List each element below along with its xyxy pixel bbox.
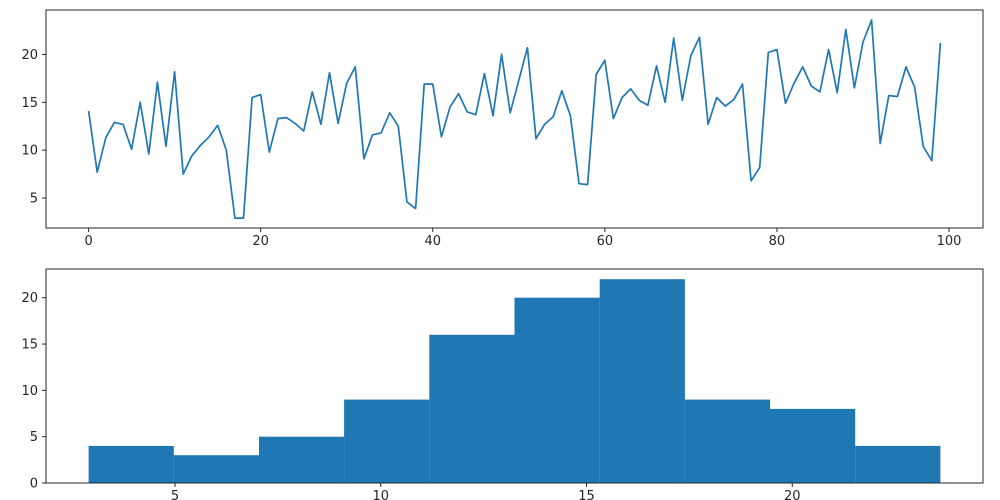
x-tick-label: 15 — [578, 489, 595, 500]
histogram-bar — [684, 399, 771, 483]
y-tick-label: 20 — [21, 291, 38, 306]
y-tick-label: 5 — [30, 192, 38, 207]
x-tick-label: 60 — [597, 234, 614, 249]
histogram-bar — [88, 445, 174, 483]
x-tick-label: 20 — [252, 234, 269, 249]
histogram-bar — [855, 445, 941, 483]
axes-spines — [45, 268, 984, 484]
x-tick-label: 10 — [372, 489, 389, 500]
y-tick-label: 0 — [30, 477, 38, 492]
line-series — [87, 19, 942, 219]
axes-histogram: 5 10 15 20 0 5 10 15 20 — [21, 268, 984, 500]
plot-background — [46, 10, 983, 228]
histogram-bar — [344, 399, 430, 483]
histogram-bar — [429, 334, 515, 483]
y-tick-label: 20 — [21, 48, 38, 63]
y-tick-label: 5 — [30, 430, 38, 445]
histogram-bar — [514, 297, 600, 483]
y-tick-label: 15 — [21, 338, 38, 353]
y-tick-label: 10 — [21, 144, 38, 159]
x-tick-label: 5 — [171, 489, 179, 500]
x-tick-label: 100 — [937, 234, 962, 249]
histogram-bar — [770, 408, 856, 483]
axes-line-plot: 0 20 40 60 80 100 5 10 15 20 — [21, 9, 984, 249]
x-tick-label: 80 — [769, 234, 786, 249]
axes-spines — [45, 9, 984, 229]
histogram-bar — [259, 436, 345, 483]
histogram-bar — [599, 279, 685, 483]
y-tick-label: 15 — [21, 96, 38, 111]
y-tick-label: 10 — [21, 384, 38, 399]
x-tick-label: 20 — [784, 489, 801, 500]
x-tick-label: 40 — [424, 234, 441, 249]
histogram-bar — [173, 455, 259, 483]
x-tick-label: 0 — [84, 234, 92, 249]
